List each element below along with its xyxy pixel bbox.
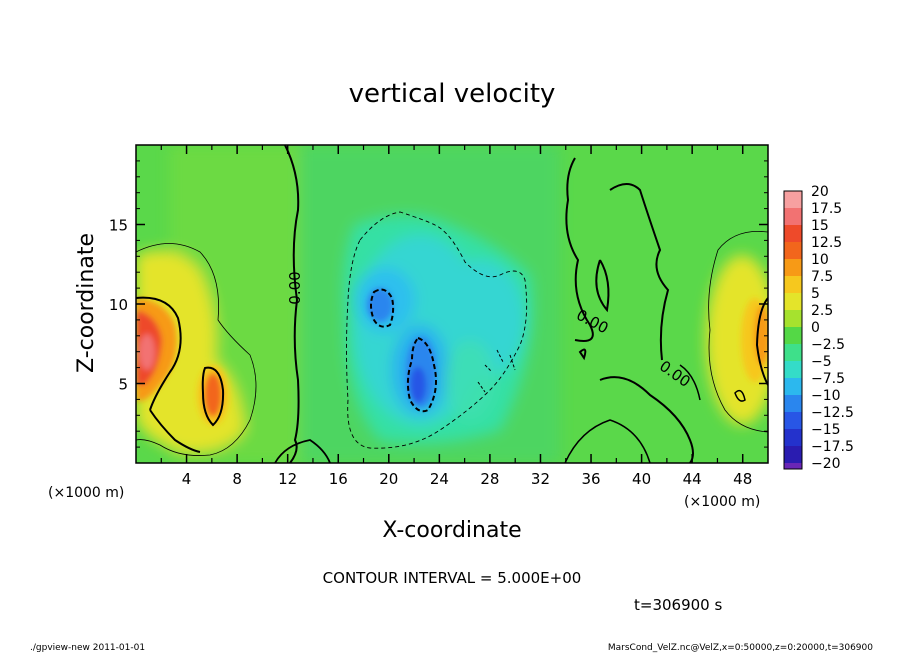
contour-neg-core-lower — [406, 336, 437, 413]
colorbar-swatch — [784, 429, 802, 446]
contour-neg-outer — [346, 211, 528, 449]
x-tick-label: 44 — [683, 470, 702, 488]
x-tick-label: 12 — [278, 470, 297, 488]
colorbar-swatch — [784, 361, 802, 378]
contour-neg-core-upper — [370, 288, 395, 328]
x-tick-label: 16 — [329, 470, 348, 488]
colorbar-swatch — [784, 276, 802, 293]
y-tick-label: 15 — [109, 217, 128, 235]
contour-label-left: 0.00 — [286, 271, 304, 304]
colorbar-label: 2.5 — [811, 303, 833, 319]
contour-lobe — [201, 366, 225, 427]
colorbar-label: −17.5 — [811, 439, 854, 455]
x-axis-label: X-coordinate — [382, 518, 521, 543]
colorbar: 2017.51512.5107.552.50−2.5−5−7.5−10−12.5… — [783, 184, 854, 472]
x-axis: 4 8 12 16 20 24 28 32 36 40 44 48 — [160, 145, 752, 488]
contour-zero-left — [284, 145, 300, 463]
x-tick-label: 40 — [632, 470, 651, 488]
colorbar-swatch — [784, 208, 802, 225]
colorbar-swatch — [784, 225, 802, 242]
colorbar-swatch — [784, 242, 802, 259]
x-tick-label: 36 — [581, 470, 600, 488]
contour-five-left — [136, 296, 182, 411]
contour-zero-right-g — [679, 364, 701, 401]
y-axis-label: Z-coordinate — [74, 233, 99, 373]
colorbar-swatch — [784, 259, 802, 276]
contour-zero-right-d — [599, 376, 694, 463]
x-tick-label: 4 — [182, 470, 192, 488]
x-tick-label: 32 — [531, 470, 550, 488]
colorbar-frame — [783, 190, 803, 470]
colorbar-label: 12.5 — [811, 235, 842, 251]
colorbar-label: 10 — [811, 252, 829, 268]
contour-thin-left — [136, 243, 257, 456]
colorbar-swatch — [784, 412, 802, 429]
x-tick-label: 24 — [430, 470, 449, 488]
colorbar-swatch — [784, 310, 802, 327]
colorbar-swatch-end — [784, 463, 802, 469]
contour-zero-right-c — [595, 259, 610, 313]
colorbar-label: −5 — [811, 354, 832, 370]
x-tick-label: 8 — [232, 470, 242, 488]
colorbar-label: 15 — [811, 218, 829, 234]
chart-title: vertical velocity — [349, 79, 556, 109]
contour-zero-right-a — [565, 157, 594, 342]
colorbar-swatch — [784, 378, 802, 395]
colorbar-swatch — [784, 446, 802, 463]
field-shading — [136, 145, 768, 463]
contour-small-right — [734, 389, 746, 402]
colorbar-label: −20 — [811, 456, 841, 472]
field-peaks — [136, 288, 768, 425]
contour-thin-right — [708, 231, 768, 433]
plot-area: 0.00 0.00 0.00 — [136, 145, 768, 463]
y-tick-label: 10 — [109, 296, 128, 314]
contour-zero-left-bottom — [274, 439, 331, 463]
contour-zero-right-b — [609, 183, 670, 361]
contour-zero-right-e — [578, 348, 587, 361]
contour-neg-bits — [477, 349, 516, 393]
x-tick-label: 48 — [733, 470, 752, 488]
contour-lines — [136, 145, 768, 463]
colorbar-label: 0 — [811, 320, 820, 336]
footer-right: MarsCond_VelZ.nc@VelZ,x=0:50000,z=0:2000… — [608, 643, 873, 653]
contour-zero-right-f — [564, 419, 651, 463]
colorbar-label: −2.5 — [811, 337, 845, 353]
colorbar-label: −12.5 — [811, 405, 854, 421]
colorbar-label: −15 — [811, 422, 841, 438]
x-tick-label: 28 — [480, 470, 499, 488]
x-tick-label: 20 — [379, 470, 398, 488]
colorbar-swatch — [784, 191, 802, 208]
time-stamp: t=306900 s — [634, 596, 722, 614]
x-axis-unit: (×1000 m) — [684, 494, 760, 510]
colorbar-label: 20 — [811, 184, 829, 200]
colorbar-label: 7.5 — [811, 269, 833, 285]
footer-left: ./gpview-new 2011-01-01 — [30, 643, 145, 653]
colorbar-label: −10 — [811, 388, 841, 404]
contour-interval: CONTOUR INTERVAL = 5.000E+00 — [323, 569, 582, 587]
colorbar-swatch — [784, 344, 802, 361]
colorbar-label: 5 — [811, 286, 820, 302]
colorbar-swatch — [784, 293, 802, 310]
y-tick-label: 5 — [118, 376, 128, 394]
colorbar-label: 17.5 — [811, 201, 842, 217]
colorbar-swatch — [784, 395, 802, 412]
y-axis: 5 10 15 — [109, 160, 768, 448]
colorbar-swatch — [784, 327, 802, 344]
contour-five-right — [755, 297, 768, 386]
y-axis-unit: (×1000 m) — [48, 485, 124, 501]
colorbar-label: −7.5 — [811, 371, 845, 387]
contour-five-left-lower — [149, 409, 201, 453]
